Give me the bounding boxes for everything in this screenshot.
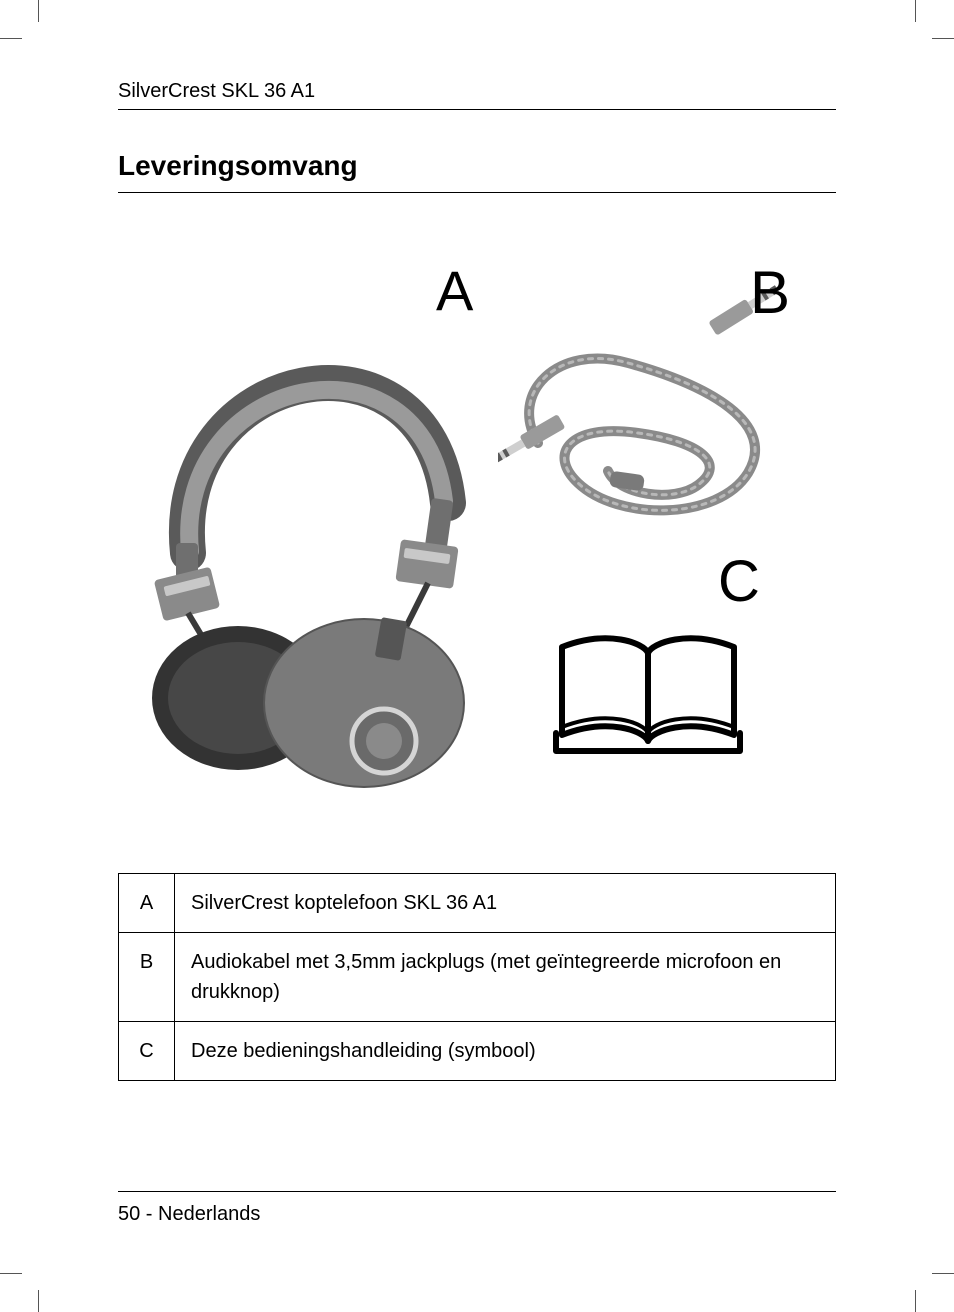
table-cell-key: A: [119, 874, 175, 933]
crop-mark: [915, 0, 916, 22]
crop-mark: [38, 0, 39, 22]
table-row: A SilverCrest koptelefoon SKL 36 A1: [119, 874, 836, 933]
headphones-illustration: [128, 243, 488, 813]
crop-mark: [932, 38, 954, 39]
footer-language: Nederlands: [158, 1203, 260, 1225]
crop-mark: [932, 1273, 954, 1274]
footer-text: 50 - Nederlands: [118, 1203, 260, 1226]
crop-mark: [38, 1290, 39, 1312]
table-row: C Deze bedieningshandleiding (symbool): [119, 1022, 836, 1081]
running-header: SilverCrest SKL 36 A1: [118, 80, 836, 110]
table-cell-desc: SilverCrest koptelefoon SKL 36 A1: [175, 874, 836, 933]
table-cell-desc: Audiokabel met 3,5mm jackplugs (met geïn…: [175, 933, 836, 1022]
content-area: SilverCrest SKL 36 A1 Leveringsomvang: [118, 80, 836, 1212]
page: SilverCrest SKL 36 A1 Leveringsomvang: [0, 0, 954, 1312]
table-cell-desc: Deze bedieningshandleiding (symbool): [175, 1022, 836, 1081]
crop-mark: [0, 1273, 22, 1274]
footer-separator: -: [140, 1203, 158, 1225]
figure-label-a: A: [436, 263, 473, 319]
contents-table: A SilverCrest koptelefoon SKL 36 A1 B Au…: [118, 873, 836, 1081]
table-cell-key: C: [119, 1022, 175, 1081]
figure-label-c: C: [718, 553, 760, 611]
table-row: B Audiokabel met 3,5mm jackplugs (met ge…: [119, 933, 836, 1022]
table-cell-key: B: [119, 933, 175, 1022]
figure-area: A B C: [118, 223, 836, 833]
footer-page-number: 50: [118, 1203, 140, 1225]
manual-book-icon: [548, 623, 748, 763]
crop-mark: [915, 1290, 916, 1312]
footer-rule: [118, 1191, 836, 1192]
section-title: Leveringsomvang: [118, 150, 836, 193]
figure-label-b: B: [750, 263, 790, 323]
crop-mark: [0, 38, 22, 39]
